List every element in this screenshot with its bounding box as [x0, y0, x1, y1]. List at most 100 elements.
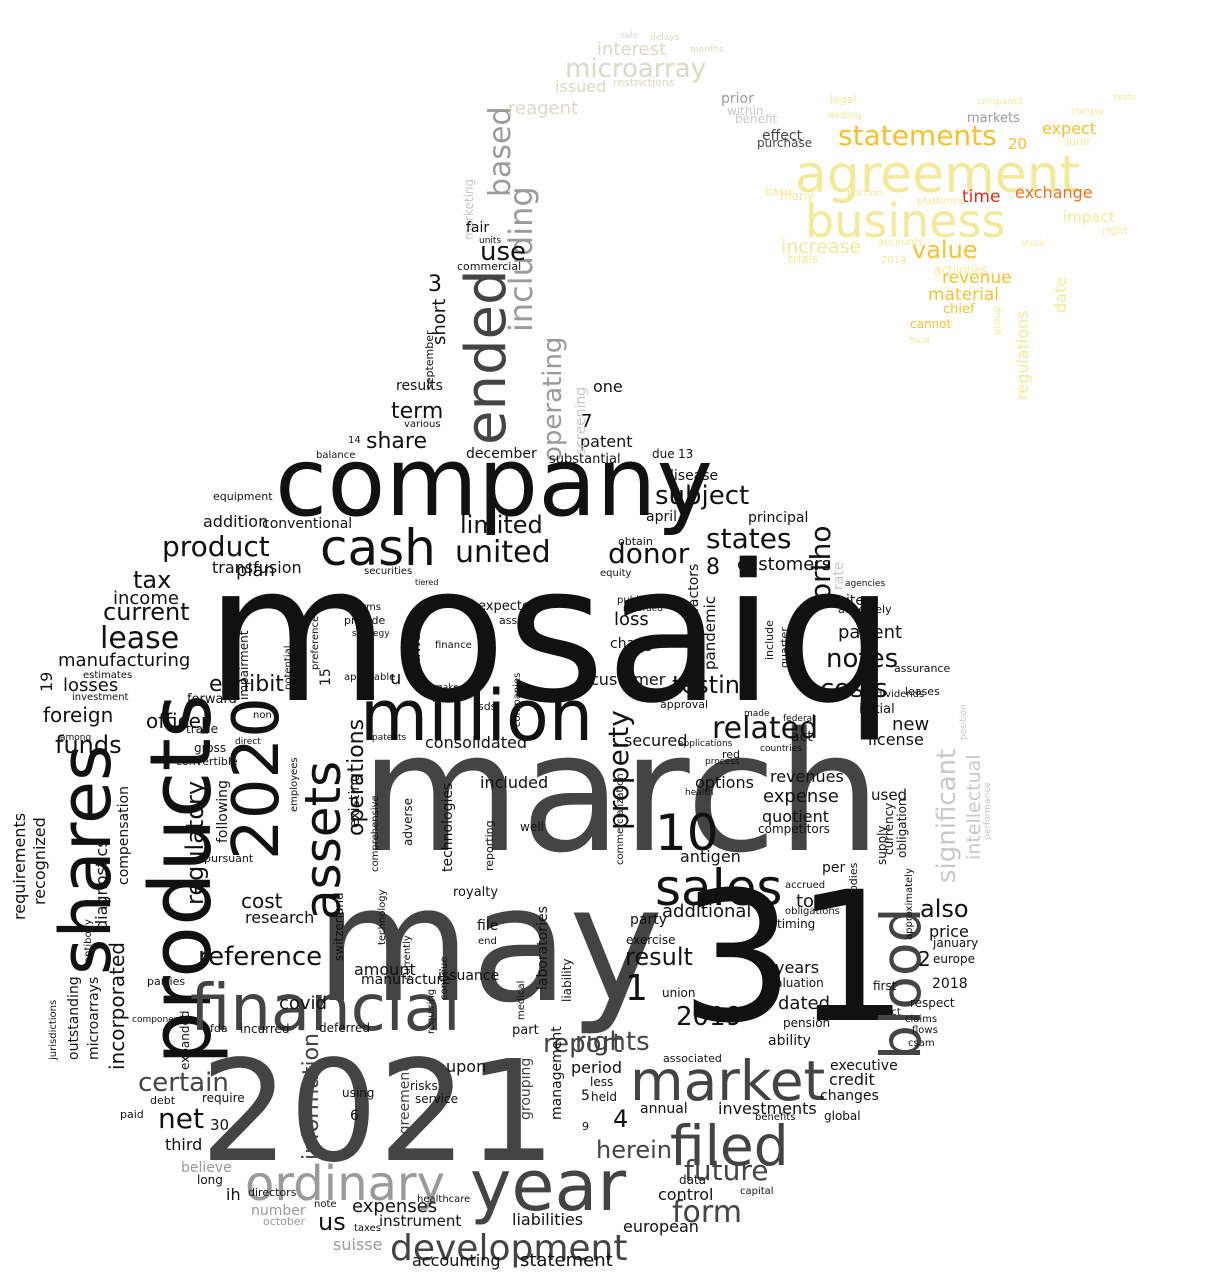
cloud-word-trade: trade [186, 722, 218, 736]
cloud-word-including: including [502, 186, 540, 332]
cloud-word-make: make [434, 683, 459, 693]
cloud-word-valuation: valuation [768, 976, 824, 990]
cloud-word-process: process [705, 757, 740, 767]
cloud-word-filed: filed [670, 1114, 789, 1178]
cloud-word-agreements: agreements [397, 1059, 413, 1143]
cloud-word-laboratories: laboratories [535, 906, 551, 990]
cloud-word-currency: currency [882, 803, 896, 855]
cloud-word-may: may [315, 851, 664, 1038]
cloud-word-applications: applications [678, 739, 733, 749]
cloud-word-regulations: regulations [1013, 310, 1032, 400]
cloud-word-donor: donor [608, 537, 690, 570]
cloud-word-note: note [314, 1199, 337, 1210]
cloud-word-rate: rate [831, 562, 847, 590]
cloud-word-operating: operating [538, 337, 568, 462]
cloud-word-15: 15 [318, 668, 334, 686]
cloud-word-december: december [466, 446, 537, 462]
cloud-word-red: red [722, 748, 740, 761]
cloud-word-share: share [366, 429, 427, 454]
cloud-word-foreign: foreign [43, 703, 113, 727]
cloud-word-accrued: accrued [785, 880, 825, 891]
cloud-word-include: include [763, 620, 776, 660]
cloud-word-claims: claims [905, 1014, 937, 1025]
cloud-word-period: period [571, 1058, 622, 1077]
cloud-word-believe: believe [181, 1160, 232, 1176]
cloud-word-party: party [630, 912, 667, 928]
cloud-word-addition: addition [203, 512, 268, 531]
cloud-word-companies: companies [512, 673, 523, 727]
cloud-word-current: current [103, 598, 190, 626]
cloud-word-january: january [932, 936, 978, 950]
cloud-word-tiered: tiered [415, 578, 438, 587]
cloud-word-covid: covid [279, 993, 327, 1014]
cloud-word-losses: losses [63, 675, 118, 696]
cloud-word-accounts: accounts [878, 237, 923, 248]
cloud-word-debt: debt [150, 1094, 176, 1107]
cloud-word-march: march [360, 697, 881, 889]
cloud-word-officer: officer [146, 709, 210, 733]
cloud-word-deferred: deferred [319, 1021, 370, 1035]
cloud-word-item: item [846, 593, 878, 609]
cloud-word-following: following [215, 780, 231, 843]
cloud-word-property: property [602, 710, 635, 830]
cloud-word-exercise: exercise [626, 933, 676, 947]
cloud-word-comply: comply [1071, 107, 1104, 117]
cloud-word-portion: portion [847, 188, 883, 199]
cloud-word-provide: provide [344, 614, 386, 627]
cloud-word-diagnostics: diagnostics [92, 839, 111, 930]
cloud-word-based: based [483, 106, 518, 197]
cloud-word-medical: medical [516, 981, 527, 1020]
cloud-word-5: 5 [581, 1088, 590, 1104]
cloud-word-exchange: exchange [1015, 183, 1093, 202]
cloud-word-information: information [299, 1033, 324, 1160]
cloud-word-significant: significant [932, 749, 962, 883]
cloud-word-material: material [928, 285, 999, 305]
cloud-word-company: company [275, 428, 713, 538]
cloud-word-continue: continue [439, 957, 450, 1000]
cloud-word-sds: sds [478, 700, 497, 713]
cloud-word-incurred: incurred [240, 1022, 290, 1036]
cloud-word-7: 7 [581, 411, 592, 432]
cloud-word-obligations: obligations [785, 906, 840, 917]
cloud-word-dated: dated [778, 993, 830, 1014]
cloud-word-expanded: expanded [178, 1011, 192, 1070]
cloud-word-business: business [805, 194, 1006, 248]
cloud-word-among: among [60, 733, 91, 743]
cloud-word-statement: statement [520, 1250, 613, 1271]
cloud-word-3: 3 [428, 272, 442, 297]
cloud-word-switzerland: switzerland [332, 892, 346, 961]
cloud-word-technology: technology [377, 889, 388, 945]
cloud-word-markets: markets [967, 111, 1020, 126]
cloud-word-13: 13 [678, 447, 693, 461]
cloud-word-control: control [658, 1185, 713, 1204]
cloud-word-u: u [390, 668, 401, 689]
cloud-word-operations: operations [344, 719, 369, 836]
cloud-word-microarray: microarray [565, 54, 706, 84]
cloud-word-competitors: competitors [758, 822, 830, 836]
cloud-word-expected: expected [478, 599, 538, 614]
cloud-word-10: 10 [655, 804, 719, 862]
cloud-word-risks: risks [410, 1079, 438, 1093]
cloud-word-held: held [591, 1090, 617, 1104]
cloud-word-basis: basis [765, 185, 794, 198]
cloud-word-mosaiq: mosaiq [205, 524, 895, 745]
cloud-word-union: union [662, 986, 696, 1000]
cloud-word-expenses: expenses [352, 1196, 437, 1217]
cloud-word-countries: countries [760, 744, 802, 754]
cloud-word-upon: upon [446, 1057, 486, 1076]
cloud-word-leases: leases [905, 685, 940, 698]
cloud-word-liabilities: liabilities [512, 1210, 583, 1229]
cloud-word-direct: direct [235, 737, 261, 747]
cloud-word-estimates: estimates [83, 670, 132, 681]
cloud-word-rights: rights [575, 1027, 650, 1057]
cloud-word-factors: factors [686, 564, 702, 612]
cloud-word-2018: 2018 [932, 976, 968, 992]
cloud-word-end: end [478, 936, 497, 947]
cloud-word-expect: expect [1042, 119, 1096, 138]
cloud-word-investment: investment [72, 692, 129, 703]
cloud-word-amount: amount [354, 960, 416, 979]
cloud-word-new: new [892, 714, 929, 735]
cloud-word-commercial: commercial [457, 260, 521, 273]
cloud-word-subject: subject [655, 481, 749, 511]
cloud-word-results: results [396, 378, 443, 394]
